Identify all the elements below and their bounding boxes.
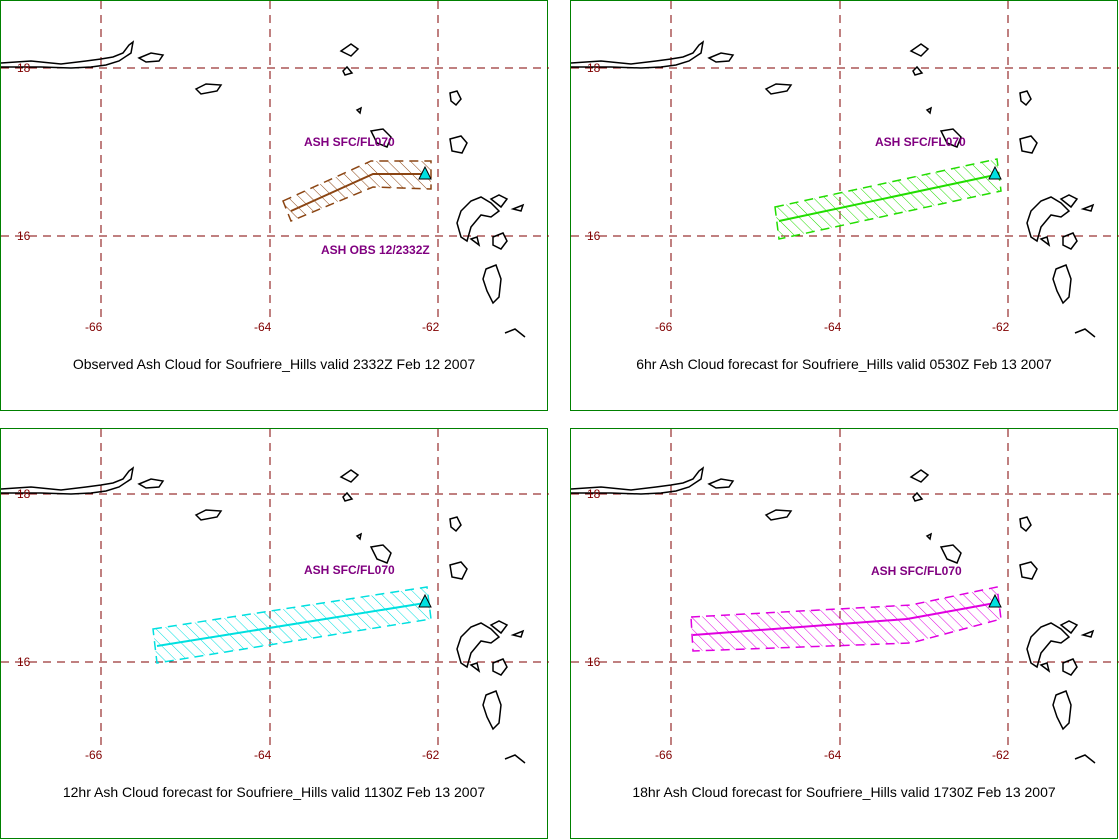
coastlines [1,466,526,764]
ash-altitude-label: ASH SFC/FL070 [871,564,962,578]
coastlines [1,40,526,338]
map-18hr: 18 16 -66 -64 -62 ASH SFC/FL070 [571,429,1119,764]
grid-lines [1,429,549,749]
panel-12hr: 18 16 -66 -64 -62 ASH SFC/FL070 12hr Ash… [0,428,549,839]
grid-lines [1,1,549,321]
lat-label-18: 18 [587,61,601,75]
lat-label-18: 18 [587,487,601,501]
coastlines [571,466,1096,764]
lon-label-64: -64 [254,320,272,334]
lat-label-16: 16 [587,229,601,243]
lat-label-18: 18 [17,61,31,75]
panel-caption: Observed Ash Cloud for Soufriere_Hills v… [72,356,476,372]
panel-observed: 18 16 -66 -64 -62 ASH SFC/FL070 ASH OBS … [0,0,549,411]
lon-label-66: -66 [85,320,103,334]
lon-label-64: -64 [824,320,842,334]
lon-label-66: -66 [655,320,673,334]
lat-label-16: 16 [17,229,31,243]
lon-label-66: -66 [655,748,673,762]
panel-caption: 12hr Ash Cloud forecast for Soufriere_Hi… [62,784,486,800]
lon-label-66: -66 [85,748,103,762]
ash-altitude-label: ASH SFC/FL070 [304,135,395,149]
lon-label-64: -64 [824,748,842,762]
coastlines [571,40,1096,338]
ash-cloud [690,586,1002,652]
lat-label-16: 16 [587,655,601,669]
ash-altitude-label: ASH SFC/FL070 [304,563,395,577]
lat-label-16: 16 [17,655,31,669]
ash-cloud [774,158,1002,240]
panel-18hr: 18 16 -66 -64 -62 ASH SFC/FL070 18hr Ash… [570,428,1119,839]
lon-label-62: -62 [422,748,440,762]
lat-label-18: 18 [17,487,31,501]
grid-lines [571,429,1119,749]
lon-label-62: -62 [992,748,1010,762]
grid-lines [571,1,1119,321]
lon-label-62: -62 [422,320,440,334]
panel-caption: 18hr Ash Cloud forecast for Soufriere_Hi… [632,784,1056,800]
ash-altitude-label: ASH SFC/FL070 [875,135,966,149]
map-observed: 18 16 -66 -64 -62 ASH SFC/FL070 ASH OBS … [1,1,549,338]
panel-6hr: 18 16 -66 -64 -62 ASH SFC/FL070 6hr Ash … [570,0,1119,411]
lon-label-62: -62 [992,320,1010,334]
lon-label-64: -64 [254,748,272,762]
panel-caption: 6hr Ash Cloud forecast for Soufriere_Hil… [636,356,1052,372]
map-12hr: 18 16 -66 -64 -62 ASH SFC/FL070 [1,429,549,764]
ash-observed-label: ASH OBS 12/2332Z [321,243,430,257]
ash-cloud [152,586,432,664]
map-6hr: 18 16 -66 -64 -62 ASH SFC/FL070 [571,1,1119,338]
ash-cloud [282,160,432,222]
